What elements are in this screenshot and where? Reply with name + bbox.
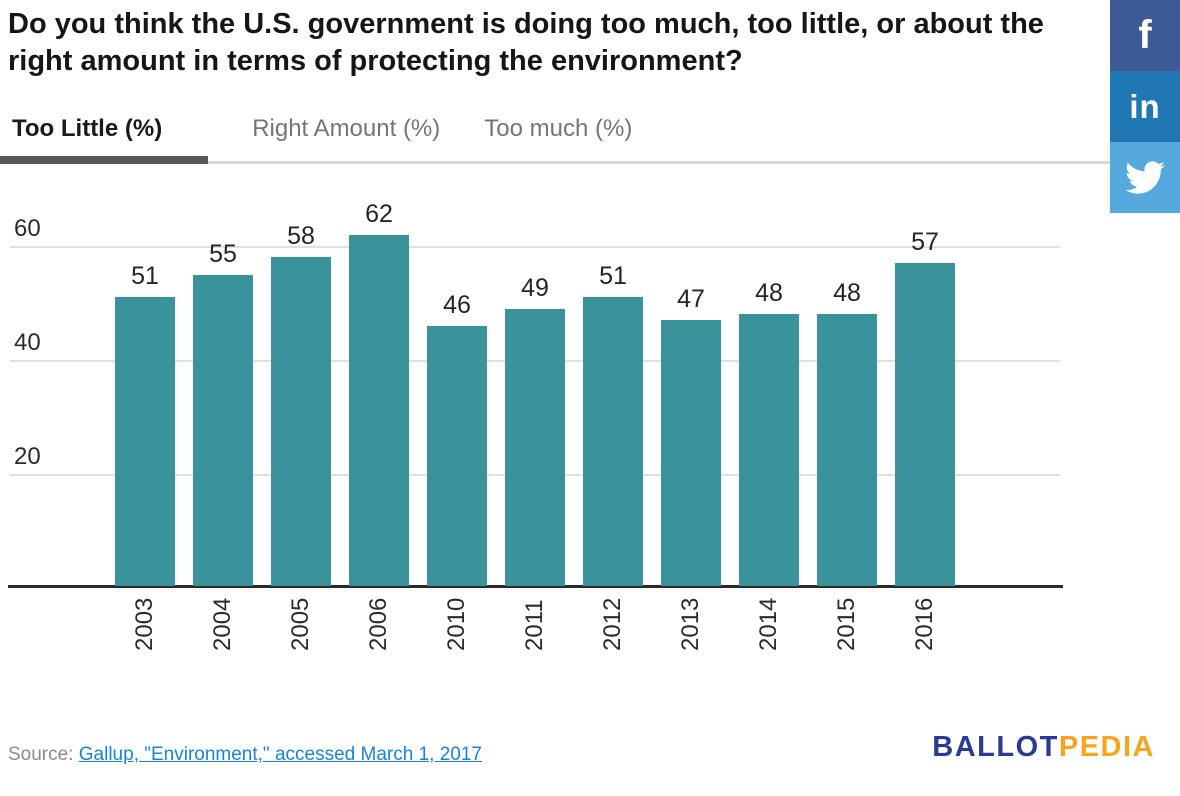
tab-too-much[interactable]: Too much (%) xyxy=(484,115,633,142)
x-axis-year-label: 2016 xyxy=(911,597,938,651)
x-axis-year-label: 2004 xyxy=(209,597,236,651)
series-tabs: Too Little (%) Right Amount (%) Too much (… xyxy=(0,115,1180,155)
twitter-icon xyxy=(1125,161,1165,194)
x-axis-year-label: 2015 xyxy=(833,597,860,651)
bar-2003[interactable] xyxy=(115,297,175,586)
bar-value-label: 62 xyxy=(365,200,393,228)
bar-value-label: 49 xyxy=(521,274,549,302)
source-label: Source: xyxy=(8,744,74,765)
facebook-icon: f xyxy=(1138,13,1152,57)
bar-value-label: 57 xyxy=(911,228,939,256)
x-axis-year-label: 2011 xyxy=(521,599,548,651)
chart-question-title: Do you think the U.S. government is doin… xyxy=(8,8,1044,77)
source-link[interactable]: Gallup, "Environment," accessed March 1,… xyxy=(78,744,482,765)
source-line: Source: Gallup, "Environment," accessed … xyxy=(8,744,482,766)
gridline xyxy=(10,246,1060,248)
bar-2005[interactable] xyxy=(271,257,331,586)
bar-value-label: 51 xyxy=(599,262,627,290)
x-axis-year-label: 2006 xyxy=(365,597,392,651)
tab-right-amount[interactable]: Right Amount (%) xyxy=(252,115,441,142)
bar-value-label: 48 xyxy=(833,279,861,307)
x-axis-year-label: 2010 xyxy=(443,597,470,651)
bar-2004[interactable] xyxy=(193,275,253,586)
bar-value-label: 46 xyxy=(443,291,471,319)
y-axis-tick-label: 40 xyxy=(14,329,41,356)
bar-2014[interactable] xyxy=(739,314,799,586)
tab-too-little[interactable]: Too Little (%) xyxy=(12,115,163,142)
linkedin-share-button[interactable]: in xyxy=(1110,71,1180,142)
bar-2016[interactable] xyxy=(895,263,955,586)
bar-2006[interactable] xyxy=(349,235,409,586)
y-axis-tick-label: 60 xyxy=(14,215,41,242)
bar-value-label: 58 xyxy=(287,222,315,250)
linkedin-icon: in xyxy=(1129,87,1161,125)
x-axis-year-label: 2005 xyxy=(287,597,314,651)
brand-ballot: BALLOT xyxy=(932,731,1059,763)
brand-pedia: PEDIA xyxy=(1058,731,1155,763)
bar-2012[interactable] xyxy=(583,297,643,586)
x-axis-line xyxy=(8,585,1063,588)
x-axis-year-label: 2014 xyxy=(755,597,782,651)
x-axis-year-label: 2003 xyxy=(131,597,158,651)
x-axis-year-label: 2012 xyxy=(599,597,626,651)
bar-value-label: 48 xyxy=(755,279,783,307)
active-tab-underline xyxy=(0,156,208,164)
bar-value-label: 51 xyxy=(131,262,159,290)
bar-2011[interactable] xyxy=(505,309,565,586)
bar-value-label: 55 xyxy=(209,240,237,268)
y-axis-tick-label: 20 xyxy=(14,443,41,470)
bar-value-label: 47 xyxy=(677,285,705,313)
ballotpedia-logo: BALLOTPEDIA xyxy=(932,731,1155,764)
bar-2015[interactable] xyxy=(817,314,877,586)
twitter-share-button[interactable] xyxy=(1110,142,1180,213)
bar-2013[interactable] xyxy=(661,320,721,586)
facebook-share-button[interactable]: f xyxy=(1110,0,1180,71)
x-axis-year-label: 2013 xyxy=(677,597,704,651)
tabs-divider-line xyxy=(0,161,1110,164)
bar-2010[interactable] xyxy=(427,326,487,586)
social-share-rail: f in xyxy=(1110,0,1180,213)
